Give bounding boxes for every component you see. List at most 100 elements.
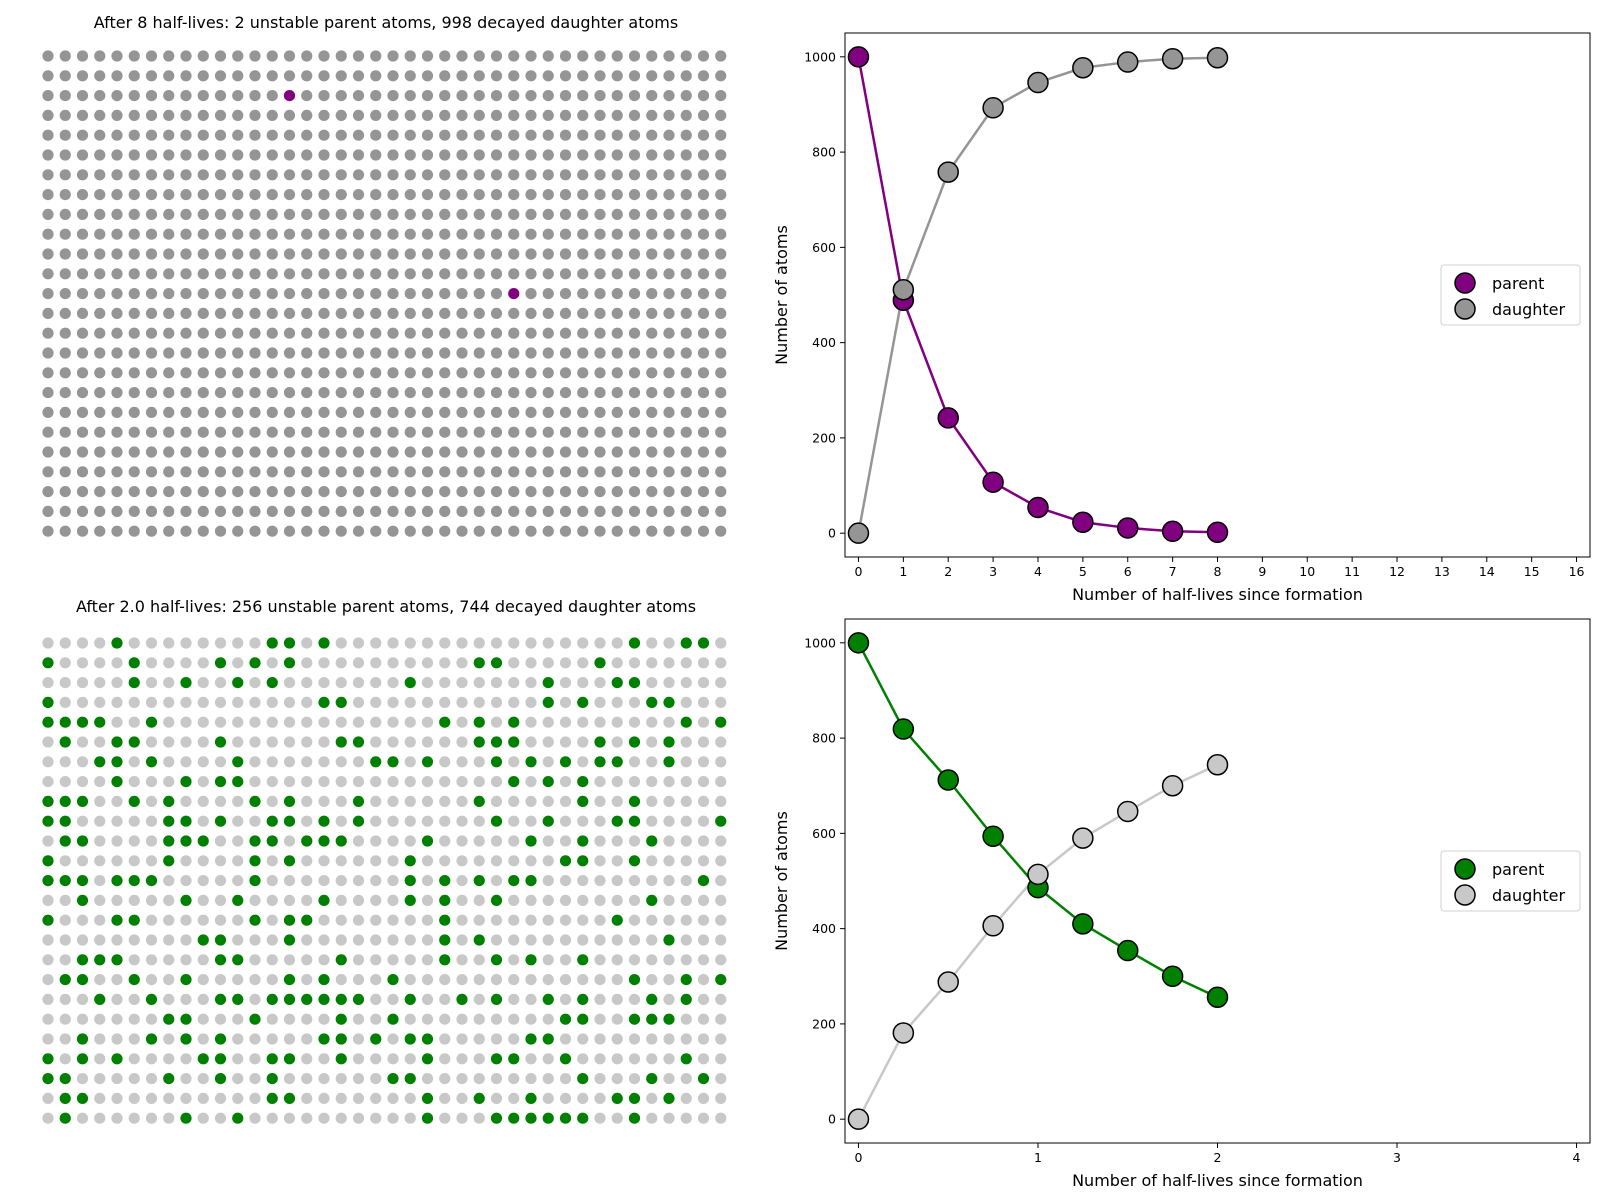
daughter-atom: [628, 347, 641, 359]
parent-atom: [145, 756, 158, 768]
daughter-atom: [525, 974, 537, 986]
daughter-atom: [352, 90, 365, 102]
daughter-atom: [249, 189, 261, 201]
daughter-atom: [421, 993, 434, 1006]
daughter-atom: [145, 974, 158, 986]
daughter-atom: [611, 406, 623, 418]
daughter-atom: [439, 696, 451, 709]
daughter-atom: [715, 307, 727, 319]
daughter-atom: [111, 50, 123, 62]
daughter-atom: [128, 288, 140, 300]
daughter-atom: [473, 288, 485, 300]
daughter-atom: [42, 1013, 54, 1025]
daughter-atom: [611, 776, 623, 788]
daughter-atom: [163, 486, 175, 498]
parent-atom: [611, 756, 623, 768]
daughter-atom: [180, 756, 192, 768]
daughter-atom: [59, 466, 71, 478]
daughter-atom: [439, 347, 451, 359]
daughter-atom: [145, 208, 158, 220]
parent-atom: [232, 776, 244, 788]
parent-atom: [111, 756, 123, 768]
daughter-atom: [715, 486, 727, 498]
daughter-atom: [214, 1092, 227, 1104]
parent-atom: [232, 993, 244, 1006]
daughter-atom: [111, 1112, 123, 1124]
daughter-atom: [421, 50, 434, 62]
daughter-atom: [387, 505, 399, 517]
daughter-atom: [335, 855, 347, 867]
daughter-atom: [525, 716, 537, 728]
daughter-atom: [94, 815, 106, 827]
daughter-atom: [594, 993, 606, 1006]
daughter-atom: [283, 149, 296, 161]
daughter-atom: [249, 387, 261, 399]
daughter-atom: [680, 90, 692, 102]
daughter-atom: [525, 307, 537, 319]
daughter-atom: [111, 677, 123, 689]
daughter-atom: [76, 914, 89, 926]
daughter-atom: [559, 288, 572, 300]
parent-atom: [611, 815, 623, 827]
daughter-atom: [301, 327, 313, 339]
daughter-atom: [214, 50, 227, 62]
daughter-atom: [490, 696, 503, 709]
daughter-atom: [352, 505, 365, 517]
parent-atom: [94, 756, 106, 768]
daughter-atom: [301, 736, 313, 748]
parent-atom: [94, 954, 106, 966]
daughter-atom: [594, 637, 606, 649]
daughter-atom: [559, 208, 572, 220]
daughter-atom: [611, 637, 623, 649]
daughter-atom: [439, 486, 451, 498]
parent-atom: [76, 1033, 89, 1045]
daughter-atom: [335, 756, 347, 768]
daughter-atom: [404, 426, 416, 438]
daughter-atom: [680, 70, 692, 82]
daughter-atom: [542, 90, 554, 102]
daughter-atom: [542, 934, 554, 946]
parent-atom: [42, 657, 54, 669]
daughter-atom: [111, 288, 123, 300]
daughter-atom: [473, 129, 485, 141]
daughter-atom: [508, 894, 520, 907]
daughter-atom: [283, 954, 296, 966]
parent-atom: [128, 795, 140, 808]
daughter-atom: [163, 974, 175, 986]
daughter-atom: [76, 327, 89, 339]
daughter-atom: [94, 109, 106, 121]
daughter-atom: [577, 657, 589, 669]
daughter-atom: [680, 189, 692, 201]
daughter-atom: [266, 954, 278, 966]
daughter-atom: [59, 954, 71, 966]
daughter-atom: [559, 993, 572, 1006]
daughter-atom: [76, 934, 89, 946]
daughter-atom: [490, 208, 503, 220]
daughter-atom: [715, 505, 727, 517]
daughter-atom: [59, 486, 71, 498]
daughter-atom: [490, 169, 503, 181]
parent-atom: [180, 974, 192, 986]
daughter-atom: [266, 426, 278, 438]
daughter-atom: [490, 914, 503, 926]
daughter-atom: [197, 90, 209, 102]
daughter-atom: [508, 914, 520, 926]
daughter-atom: [715, 149, 727, 161]
y-tick-label: 1000: [804, 635, 836, 650]
parent-atom: [439, 894, 451, 907]
daughter-atom: [421, 327, 434, 339]
daughter-atom: [421, 129, 434, 141]
daughter-atom: [577, 1053, 589, 1065]
daughter-atom: [490, 387, 503, 399]
daughter-atom: [163, 914, 175, 926]
daughter-atom: [542, 367, 554, 379]
parent-atom: [283, 657, 296, 669]
daughter-atom: [94, 387, 106, 399]
daughter-atom: [301, 696, 313, 709]
data-point-daughter: [1116, 800, 1139, 823]
daughter-atom: [646, 288, 658, 300]
daughter-atom: [508, 505, 520, 517]
daughter-atom: [232, 505, 244, 517]
daughter-atom: [404, 1112, 416, 1124]
parent-atom: [680, 637, 692, 649]
